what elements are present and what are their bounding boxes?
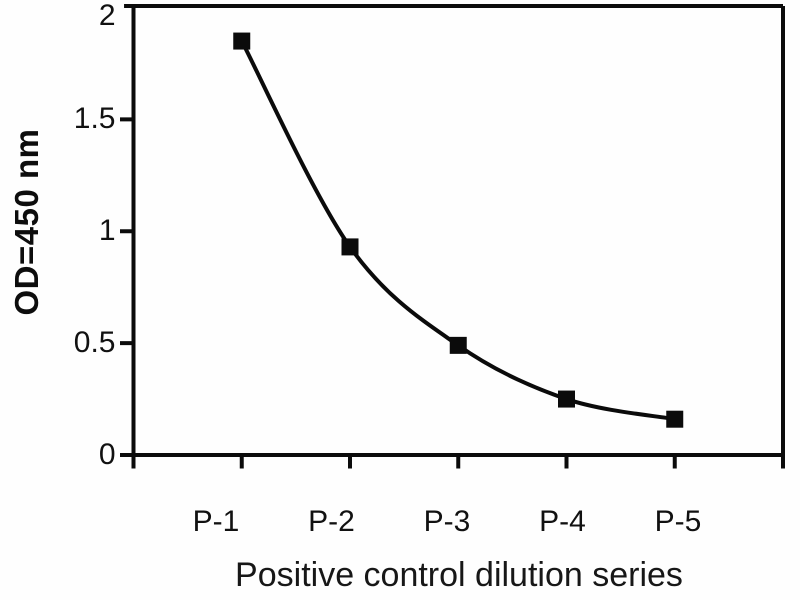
data-point-marker-P-1: [233, 32, 251, 50]
x-axis-title: Positive control dilution series: [235, 556, 683, 594]
x-tick-label-P-5: P-5: [654, 505, 702, 538]
y-tick-label: 1: [98, 214, 116, 248]
y-tick-label: 0.5: [73, 326, 116, 360]
x-tick-label-P-3: P-3: [423, 505, 471, 538]
data-line: [239, 40, 676, 422]
x-tick-label-P-4: P-4: [539, 505, 586, 538]
data-point-marker-P-2: [341, 238, 359, 256]
x-tick-label-P-2: P-2: [308, 505, 355, 538]
y-tick-label: 2: [98, 0, 116, 32]
data-point-marker-P-5: [666, 410, 684, 428]
data-point-marker-P-3: [449, 336, 467, 354]
y-tick-label: 1.5: [73, 102, 116, 136]
y-tick-label: 0: [98, 438, 116, 471]
x-tick-label-P-1: P-1: [192, 505, 240, 538]
data-point-marker-P-4: [558, 390, 575, 408]
